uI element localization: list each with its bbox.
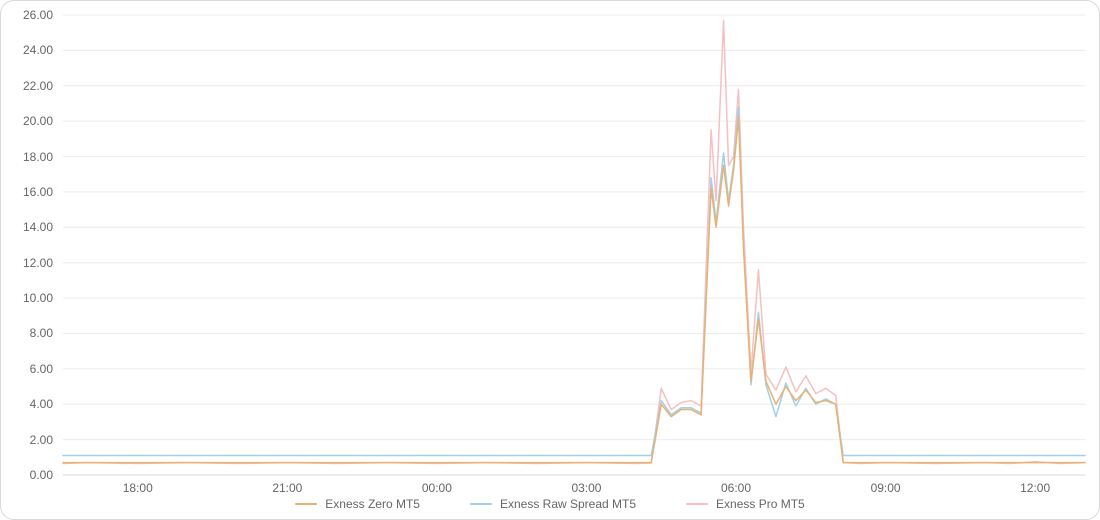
legend-swatch <box>686 503 708 505</box>
legend-item-pro[interactable]: Exness Pro MT5 <box>686 497 805 511</box>
x-tick-label: 21:00 <box>272 481 302 495</box>
legend-label: Exness Zero MT5 <box>325 497 420 511</box>
y-tick-label: 18.00 <box>23 150 53 164</box>
legend-label: Exness Pro MT5 <box>716 497 805 511</box>
y-tick-label: 14.00 <box>23 220 53 234</box>
y-tick-label: 0.00 <box>30 468 53 482</box>
series-pro <box>63 20 1085 463</box>
x-tick-label: 06:00 <box>721 481 751 495</box>
y-tick-label: 10.00 <box>23 291 53 305</box>
y-tick-label: 22.00 <box>23 79 53 93</box>
y-tick-label: 26.00 <box>23 8 53 22</box>
y-tick-label: 24.00 <box>23 43 53 57</box>
y-tick-label: 2.00 <box>30 433 53 447</box>
y-tick-label: 12.00 <box>23 256 53 270</box>
x-tick-label: 03:00 <box>571 481 601 495</box>
legend-item-raw[interactable]: Exness Raw Spread MT5 <box>470 497 636 511</box>
legend-label: Exness Raw Spread MT5 <box>500 497 636 511</box>
chart-card: 0.00 2.00 4.00 6.00 8.00 10.00 12.00 14.00 16.00… <box>0 0 1100 520</box>
series-zero <box>63 118 1085 463</box>
y-tick-label: 6.00 <box>30 362 53 376</box>
y-tick-label: 8.00 <box>30 326 53 340</box>
legend-item-zero[interactable]: Exness Zero MT5 <box>295 497 420 511</box>
legend-swatch <box>470 503 492 505</box>
series-raw <box>63 107 1085 456</box>
chart-svg <box>1 1 1100 520</box>
x-tick-label: 18:00 <box>123 481 153 495</box>
y-tick-label: 16.00 <box>23 185 53 199</box>
legend-swatch <box>295 503 317 505</box>
y-tick-label: 20.00 <box>23 114 53 128</box>
x-tick-label: 09:00 <box>871 481 901 495</box>
x-tick-label: 12:00 <box>1020 481 1050 495</box>
x-tick-label: 00:00 <box>422 481 452 495</box>
chart-plot-wrap: 0.00 2.00 4.00 6.00 8.00 10.00 12.00 14.00 16.00… <box>1 1 1099 519</box>
chart-legend: Exness Zero MT5 Exness Raw Spread MT5 Exne… <box>1 497 1099 511</box>
y-tick-label: 4.00 <box>30 397 53 411</box>
